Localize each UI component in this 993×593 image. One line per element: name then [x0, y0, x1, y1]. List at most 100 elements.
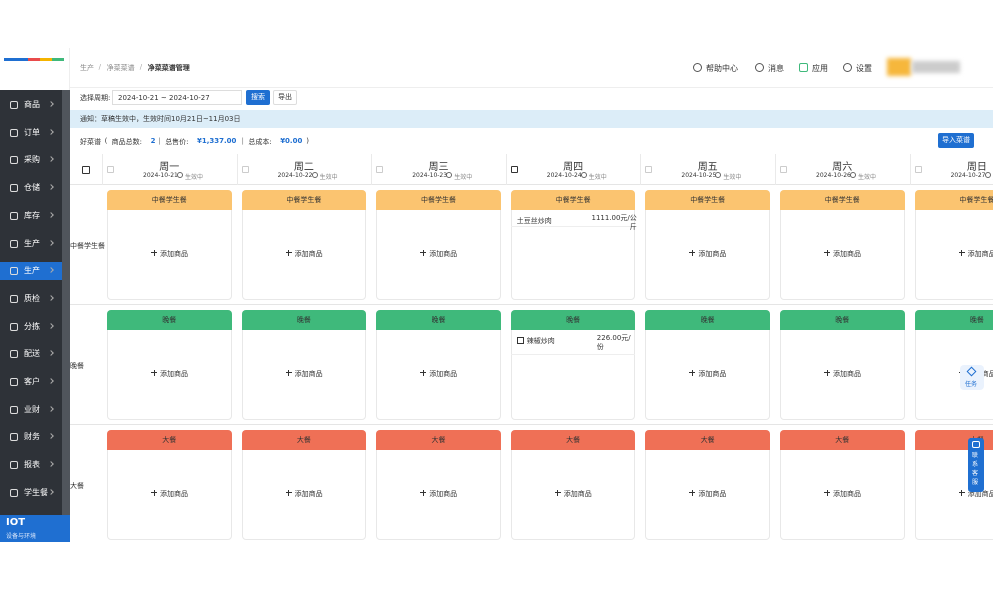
breadcrumb-item[interactable]: 生产	[80, 64, 94, 72]
sidebar-item[interactable]: 分拣	[0, 318, 62, 336]
day-checkbox[interactable]	[376, 166, 384, 173]
status-icon	[984, 172, 991, 178]
status-icon	[446, 172, 453, 178]
item-row	[510, 333, 636, 355]
day-checkbox[interactable]	[645, 166, 653, 173]
sidebar-icon	[10, 239, 18, 248]
plus-v	[153, 489, 155, 496]
sidebar-icon	[10, 128, 18, 137]
sidebar-icon	[10, 322, 18, 331]
sidebar-chevron	[48, 350, 54, 357]
header	[70, 48, 993, 88]
breadcrumb-item[interactable]: 净菜菜谱	[106, 64, 135, 72]
day-checkbox[interactable]	[510, 166, 518, 173]
plus-v	[691, 489, 693, 496]
sidebar-item[interactable]: 学生餐	[0, 484, 62, 502]
meal-header: 大餐	[780, 430, 905, 450]
day-checkbox[interactable]	[107, 166, 114, 173]
sidebar-item[interactable]: 业财	[0, 401, 62, 419]
day-date: 2024-10-27	[950, 172, 986, 179]
sidebar-label: 质检	[24, 293, 40, 303]
day-checkbox[interactable]	[914, 166, 922, 173]
notice-text: 通知：草稿生效中，生效时间10月21日~11月03日	[80, 115, 241, 123]
add-label: 添加商品	[160, 250, 188, 258]
plus-v	[422, 249, 424, 256]
add-label: 添加商品	[294, 490, 323, 498]
summary-stat-value: 2	[150, 137, 156, 145]
plus-v	[961, 489, 963, 496]
action-icon	[843, 63, 852, 72]
sidebar-item[interactable]: 仓储	[0, 179, 62, 197]
date-range[interactable]: 2024-10-21 ~ 2024-10-27	[112, 90, 242, 105]
sidebar-chevron	[48, 211, 54, 218]
sidebar-label: 分拣	[24, 321, 40, 331]
meal-header: 大餐	[107, 430, 232, 450]
iot-box: IOT 设备与环境	[0, 515, 70, 542]
sidebar-item[interactable]: 订单	[0, 124, 62, 142]
add-label: 添加商品	[967, 250, 993, 258]
sidebar-chevron	[48, 322, 54, 329]
sidebar-chevron	[48, 488, 54, 495]
plus-v	[826, 249, 828, 256]
day-checkbox[interactable]	[780, 166, 787, 173]
sidebar-item[interactable]: 商品	[0, 96, 62, 114]
action-label[interactable]: 帮助中心	[706, 64, 738, 73]
plus-v	[826, 369, 828, 376]
sidebar-item[interactable]: 报表	[0, 456, 62, 474]
checkbox[interactable]	[82, 166, 90, 174]
sidebar-icon	[10, 267, 18, 276]
summary-bar	[70, 128, 993, 154]
plus-v	[826, 489, 828, 496]
plus-v	[961, 249, 963, 256]
sidebar-chevron	[48, 405, 54, 412]
breadcrumb-item: 净菜菜谱管理	[147, 64, 190, 72]
add-label: 添加商品	[833, 370, 861, 378]
action-label[interactable]: 设置	[856, 64, 872, 73]
sidebar-label: 生产	[24, 266, 40, 276]
sidebar-item[interactable]: 库存	[0, 207, 62, 225]
search-button[interactable]: 搜索	[246, 90, 270, 105]
sidebar-item[interactable]: 生产	[0, 235, 62, 253]
summary-stat-value: ¥1,337.00	[197, 137, 237, 145]
sidebar-chevron	[48, 239, 54, 246]
sidebar-label: 仓储	[24, 183, 40, 193]
sidebar: 商品 订单 采购 仓储 库存 生产 生产 质检 分拣 配送 客户 业财 财务 报表 学生餐	[0, 90, 70, 515]
service-button[interactable]: 联系客服	[968, 438, 984, 492]
meal-header: 晚餐	[645, 310, 770, 330]
meal-header: 大餐	[241, 430, 367, 450]
sidebar-item[interactable]: 客户	[0, 373, 62, 391]
sidebar-item[interactable]: 质检	[0, 290, 62, 308]
sidebar-icon	[10, 156, 18, 165]
sidebar-label: 学生餐	[24, 487, 48, 497]
sidebar-item[interactable]: 配送	[0, 345, 62, 363]
breadcrumb-separator: /	[98, 63, 101, 71]
add-label: 添加商品	[294, 370, 323, 378]
sidebar-item[interactable]: 财务	[0, 428, 62, 446]
day-status: 生效中	[723, 174, 742, 181]
breadcrumb-separator: /	[139, 63, 143, 71]
day-name: 周二	[293, 162, 314, 173]
day-status: 生效中	[858, 174, 877, 181]
export-button[interactable]: 导出	[273, 90, 297, 105]
item-checkbox[interactable]	[516, 337, 524, 344]
sidebar-item[interactable]: 生产	[0, 262, 62, 281]
task-button[interactable]: 任务	[960, 365, 984, 390]
meal-header: 中餐学生餐	[510, 190, 636, 210]
action-label[interactable]: 应用	[812, 64, 828, 73]
import-button[interactable]: 导入菜谱	[938, 133, 974, 148]
day-date: 2024-10-23	[412, 172, 448, 179]
plus-v	[557, 489, 559, 496]
action-label[interactable]: 消息	[768, 64, 784, 73]
day-date: 2024-10-21	[143, 172, 178, 179]
sidebar-icon	[10, 184, 18, 193]
day-name: 周六	[832, 162, 853, 173]
sidebar-label: 业财	[24, 404, 40, 414]
sidebar-item[interactable]: 采购	[0, 151, 62, 169]
sidebar-icon	[10, 405, 18, 414]
day-date: 2024-10-22	[277, 172, 313, 179]
summary-separator: |	[241, 137, 244, 145]
summary-stat-value: ¥0.00	[280, 137, 303, 145]
summary-stat-label: 商品总数:	[111, 138, 142, 146]
iot-subtitle: 设备与环境	[6, 533, 37, 540]
day-checkbox[interactable]	[241, 166, 249, 173]
